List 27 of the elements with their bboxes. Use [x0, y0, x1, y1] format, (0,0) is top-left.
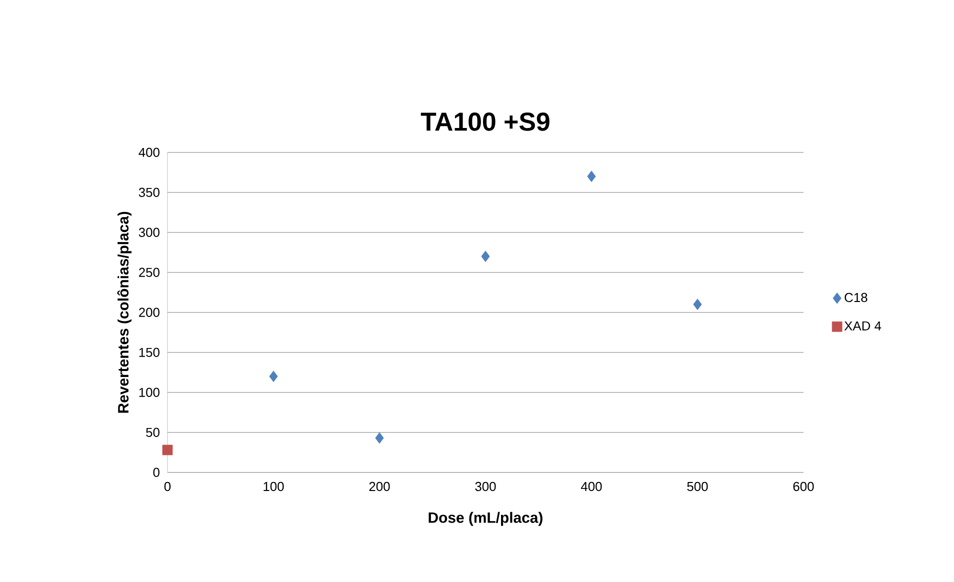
point	[693, 298, 702, 310]
x-axis-title: Dose (mL/placa)	[428, 512, 542, 526]
x-tick-label: 500	[687, 482, 708, 492]
chart-title: TA100 +S9	[420, 112, 550, 131]
y-tick-label: 250	[139, 268, 160, 277]
x-tick-label: 600	[793, 482, 814, 492]
y-axis-title: Revertentes (colônias/placa)	[117, 212, 132, 413]
y-tick-label: 400	[138, 148, 160, 157]
point	[481, 250, 490, 262]
y-tick-label: 0	[153, 468, 160, 477]
x-tick-label: 400	[580, 482, 602, 492]
legend-label: XAD 4	[844, 321, 882, 330]
point	[587, 170, 596, 182]
point	[162, 444, 173, 456]
y-tick-label: 300	[138, 228, 160, 237]
y-tick-label: 200	[139, 308, 160, 317]
y-tick-label: 350	[138, 188, 160, 197]
legend-label: C18	[844, 292, 868, 302]
x-tick-label: 200	[369, 482, 390, 492]
y-tick-label: 100	[139, 388, 160, 397]
x-tick-label: 100	[264, 482, 284, 492]
point	[269, 370, 278, 382]
y-tick-label: 50	[146, 428, 160, 437]
x-tick-label: 0	[164, 482, 171, 492]
y-tick-label: 150	[139, 348, 160, 357]
x-tick-label: 300	[475, 482, 496, 492]
point	[375, 432, 384, 444]
